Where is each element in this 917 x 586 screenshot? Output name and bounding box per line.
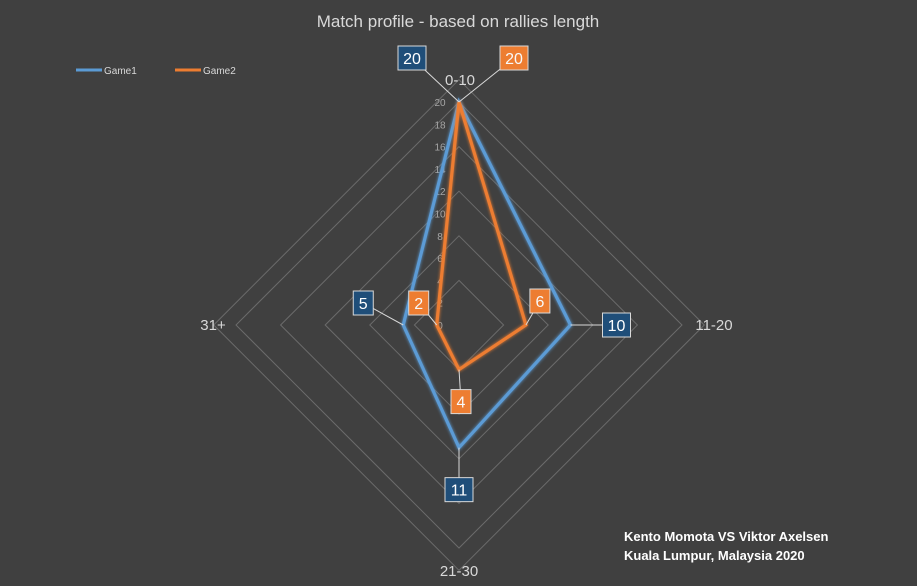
grid-ring <box>324 190 594 460</box>
tick-label: 10 <box>434 210 446 221</box>
tick-label: 8 <box>437 232 443 243</box>
tick-label: 12 <box>434 187 446 198</box>
legend-label-game2: Game2 <box>203 66 236 77</box>
data-label-game2: 4 <box>457 395 466 412</box>
category-label-0-10: 0-10 <box>445 72 475 89</box>
category-label-21-30: 21-30 <box>440 563 478 580</box>
data-label-game1: 10 <box>608 318 626 335</box>
caption-location: Kuala Lumpur, Malaysia 2020 <box>624 548 805 563</box>
tick-label: 20 <box>434 98 446 109</box>
data-label-box-game1 <box>444 477 474 503</box>
data-label-box-game1 <box>397 45 427 71</box>
grid-ring <box>279 145 639 505</box>
data-label-box-game1 <box>352 290 374 316</box>
tick-label: 6 <box>437 254 443 265</box>
tick-label: 14 <box>434 165 446 176</box>
legend: Game1 Game2 <box>76 66 236 77</box>
caption-matchup: Kento Momota VS Viktor Axelsen <box>624 529 828 544</box>
data-label-box-game2 <box>450 389 472 415</box>
series-line-game1 <box>401 97 573 451</box>
data-label-box-game2 <box>529 288 551 314</box>
data-label-game1: 5 <box>359 296 368 313</box>
data-label-game2: 6 <box>535 294 544 311</box>
grid-ring <box>369 235 549 415</box>
tick-label: 0 <box>437 321 443 332</box>
tick-label: 18 <box>434 120 446 131</box>
data-label-box-game2 <box>499 45 529 71</box>
data-label-box-game2 <box>408 290 430 316</box>
data-label-game1: 11 <box>451 483 468 500</box>
series-layer <box>401 97 573 451</box>
tick-label: 16 <box>434 143 446 154</box>
legend-label-game1: Game1 <box>104 66 137 77</box>
data-label-game1: 20 <box>403 51 421 68</box>
chart-title: Match profile - based on rallies length <box>317 12 600 31</box>
category-label-11-20: 11-20 <box>695 317 732 334</box>
grid-ring <box>212 78 706 572</box>
data-label-game2: 2 <box>414 296 423 313</box>
grid-ring <box>235 101 683 549</box>
category-label-31-plus: 31+ <box>200 317 226 334</box>
data-label-game2: 20 <box>505 51 523 68</box>
data-label-box-game1 <box>602 312 631 338</box>
data-labels: 20 10 11 5 20 6 4 2 <box>352 45 631 503</box>
